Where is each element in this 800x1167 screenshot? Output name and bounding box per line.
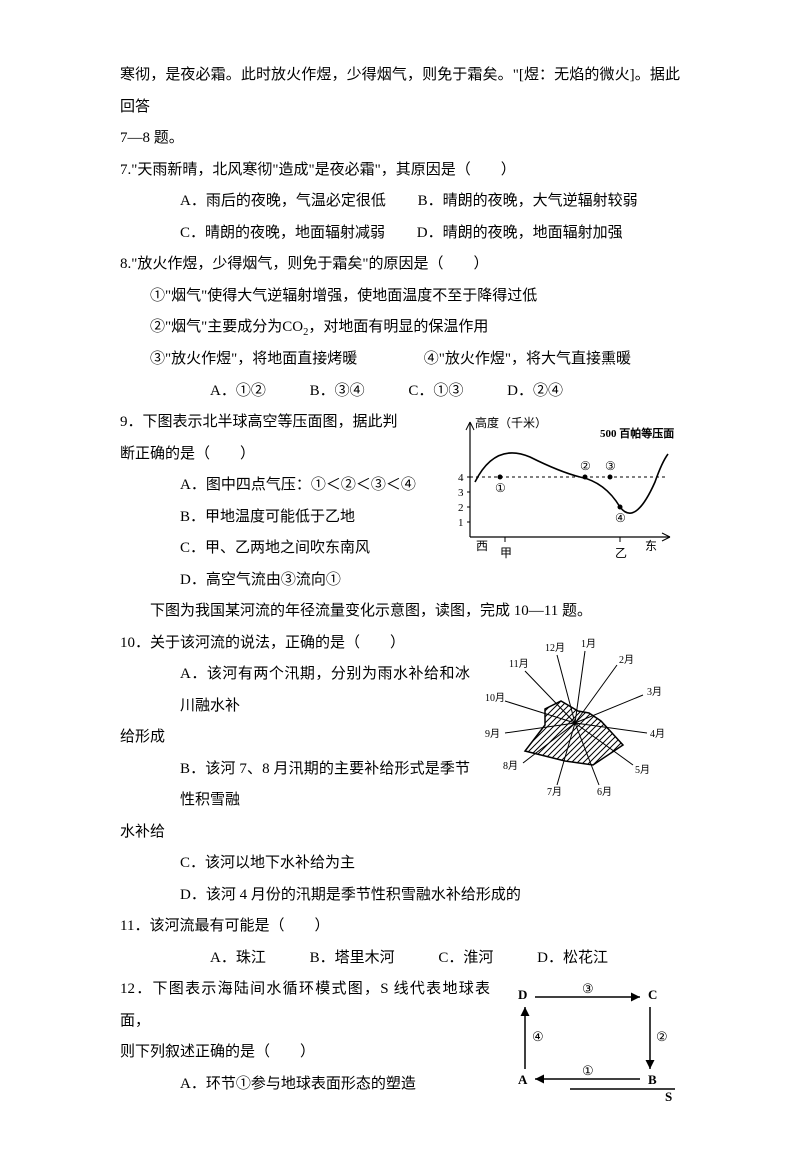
q12-block: D C A B S ③ ② ① ④ 12．下图表示海陆间水循环模式图，S 线代表… xyxy=(120,974,680,1127)
svg-text:①: ① xyxy=(582,1063,594,1078)
svg-text:1: 1 xyxy=(458,517,464,529)
q11-optA: A．珠江 xyxy=(210,943,266,975)
q11-opts: A．珠江 B．塔里木河 C．淮河 D．松花江 xyxy=(120,943,680,975)
q7-optA: A．雨后的夜晚，气温必定很低 xyxy=(180,186,386,218)
svg-text:①: ① xyxy=(495,481,506,495)
q8-s2: ②"烟气"主要成分为CO2，对地面有明显的保温作用 xyxy=(120,312,680,344)
svg-text:②: ② xyxy=(656,1029,668,1044)
q8-optC: C．①③ xyxy=(408,376,463,408)
q8-optB: B．③④ xyxy=(310,376,365,408)
q9-svg: 1 2 3 4 ① ② ③ ④ 高度（千米） 500 百帕等压面 西 东 甲 乙 xyxy=(440,412,680,562)
q8-s1: ①"烟气"使得大气逆辐射增强，使地面温度不至于降得过低 xyxy=(120,281,680,313)
intro-line2: 7—8 题。 xyxy=(120,123,680,155)
q8-optA: A．①② xyxy=(210,376,266,408)
q12-figure: D C A B S ③ ② ① ④ xyxy=(500,979,680,1122)
svg-text:D: D xyxy=(518,987,527,1002)
svg-text:10月: 10月 xyxy=(485,692,505,704)
svg-text:③: ③ xyxy=(605,459,616,473)
svg-text:②: ② xyxy=(580,459,591,473)
q7-optC: C．晴朗的夜晚，地面辐射减弱 xyxy=(180,218,385,250)
intro-line1: 寒彻，是夜必霜。此时放火作煜，少得烟气，则免于霜矣。"[煜：无焰的微火]。据此回… xyxy=(120,60,680,123)
svg-text:③: ③ xyxy=(582,981,594,996)
svg-text:2: 2 xyxy=(458,502,464,514)
q7-opts-row1: A．雨后的夜晚，气温必定很低 B．晴朗的夜晚，大气逆辐射较弱 xyxy=(120,186,680,218)
svg-text:B: B xyxy=(648,1072,657,1087)
q9-ylabel: 高度（千米） xyxy=(475,415,547,430)
q7-optD: D．晴朗的夜晚，地面辐射加强 xyxy=(417,218,623,250)
q10-optB2: 水补给 xyxy=(120,817,680,849)
q8-s34: ③"放火作煜"，将地面直接烤暖 ④"放火作煜"，将大气直接熏暖 xyxy=(120,344,680,376)
q8-s2b: ，对地面有明显的保温作用 xyxy=(308,319,488,335)
q8-opts: A．①② B．③④ C．①③ D．②④ xyxy=(120,376,680,408)
svg-text:11月: 11月 xyxy=(509,658,529,670)
svg-text:C: C xyxy=(648,987,657,1002)
q11-stem: 11．该河流最有可能是（ ） xyxy=(120,911,680,943)
svg-text:2月: 2月 xyxy=(619,654,634,666)
q8-optD: D．②④ xyxy=(507,376,563,408)
q10-block: 1月 2月 3月 4月 5月 6月 7月 8月 9月 10月 11月 12月 1… xyxy=(120,628,680,912)
q9-figure: 1 2 3 4 ① ② ③ ④ 高度（千米） 500 百帕等压面 西 东 甲 乙 xyxy=(440,412,680,575)
svg-text:4月: 4月 xyxy=(650,728,665,740)
svg-text:A: A xyxy=(518,1072,528,1087)
q7-opts-row2: C．晴朗的夜晚，地面辐射减弱 D．晴朗的夜晚，地面辐射加强 xyxy=(120,218,680,250)
q10-optD: D．该河 4 月份的汛期是季节性积雪融水补给形成的 xyxy=(120,880,680,912)
q7-optB: B．晴朗的夜晚，大气逆辐射较弱 xyxy=(418,186,638,218)
q10-svg: 1月 2月 3月 4月 5月 6月 7月 8月 9月 10月 11月 12月 xyxy=(480,633,680,803)
q12-svg: D C A B S ③ ② ① ④ xyxy=(500,979,680,1109)
svg-text:6月: 6月 xyxy=(597,786,612,798)
svg-text:S: S xyxy=(665,1089,672,1104)
q7-stem: 7."天雨新晴，北风寒彻"造成"是夜必霜"，其原因是（ ） xyxy=(120,155,680,187)
svg-text:8月: 8月 xyxy=(503,760,518,772)
svg-text:西: 西 xyxy=(476,539,488,553)
q9-block: 1 2 3 4 ① ② ③ ④ 高度（千米） 500 百帕等压面 西 东 甲 乙 xyxy=(120,407,680,596)
q9-500label: 500 百帕等压面 xyxy=(600,426,674,440)
svg-text:7月: 7月 xyxy=(547,786,562,798)
q11-optB: B．塔里木河 xyxy=(310,943,395,975)
svg-text:12月: 12月 xyxy=(545,642,565,654)
q8-s3: ③"放火作煜"，将地面直接烤暖 xyxy=(150,344,420,376)
q8-s2a: ②"烟气"主要成分为CO xyxy=(150,319,303,335)
q8-s4: ④"放火作煜"，将大气直接熏暖 xyxy=(424,351,631,367)
svg-text:甲: 甲 xyxy=(500,546,512,560)
svg-text:4: 4 xyxy=(458,472,464,484)
svg-text:1月: 1月 xyxy=(581,638,596,650)
svg-text:3: 3 xyxy=(458,487,464,499)
svg-text:乙: 乙 xyxy=(615,546,627,560)
q11-optC: C．淮河 xyxy=(438,943,493,975)
q11-optD: D．松花江 xyxy=(537,943,608,975)
q10-figure: 1月 2月 3月 4月 5月 6月 7月 8月 9月 10月 11月 12月 xyxy=(480,633,680,816)
q8-stem: 8."放火作煜，少得烟气，则免于霜矣"的原因是（ ） xyxy=(120,249,680,281)
exam-page: 寒彻，是夜必霜。此时放火作煜，少得烟气，则免于霜矣。"[煜：无焰的微火]。据此回… xyxy=(0,0,800,1167)
q10-optC: C．该河以地下水补给为主 xyxy=(120,848,680,880)
intro2: 下图为我国某河流的年径流量变化示意图，读图，完成 10—11 题。 xyxy=(120,596,680,628)
svg-text:3月: 3月 xyxy=(647,686,662,698)
svg-text:④: ④ xyxy=(532,1029,544,1044)
svg-text:9月: 9月 xyxy=(485,728,500,740)
svg-text:④: ④ xyxy=(615,511,626,525)
svg-text:5月: 5月 xyxy=(635,764,650,776)
svg-text:东: 东 xyxy=(645,539,657,553)
